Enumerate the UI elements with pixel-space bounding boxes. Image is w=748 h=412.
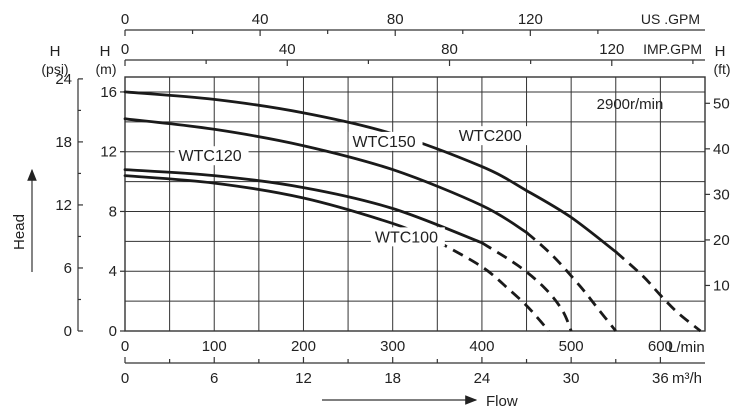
x-lmin-tick-label: 500 <box>559 338 584 355</box>
axes: 0481216H(m)06121824H(psi)Head1020304050H… <box>11 11 731 410</box>
x-usgpm-tick-label: 120 <box>518 11 543 28</box>
x-m3h-tick-label: 24 <box>474 370 491 387</box>
x-m3h-tick-label: 6 <box>210 370 218 387</box>
x-m3h-tick-label: 12 <box>295 370 312 387</box>
y-ft-tick-label: 40 <box>713 141 730 158</box>
y-ft-tick-label: 30 <box>713 186 730 203</box>
label-bg-wtc120 <box>174 146 249 166</box>
x-axis-label: Flow <box>486 393 518 410</box>
label-wtc100: WTC100 <box>375 229 438 246</box>
x-m3h-tick-label: 36 <box>652 370 669 387</box>
label-bg-wtc150 <box>348 131 423 151</box>
y-psi-tick-label: 0 <box>64 323 72 340</box>
label-bg-wtc200 <box>454 126 529 146</box>
x-m3h-tick-label: 18 <box>384 370 401 387</box>
curve-labels: WTC200 WTC150 WTC120 WTC100 <box>174 126 529 247</box>
grid-lines <box>125 77 705 331</box>
curve-wtc150-solid <box>123 117 528 234</box>
x-impgpm-tick-label: 40 <box>279 41 296 58</box>
label-wtc150: WTC150 <box>353 134 416 151</box>
plot-frame <box>124 76 706 332</box>
y-ft-tick-label: 20 <box>713 232 730 249</box>
curve-wtc100-dashed <box>436 240 550 332</box>
label-wtc200: WTC200 <box>459 128 522 145</box>
x-impgpm-tick-label: 80 <box>441 41 458 58</box>
x-impgpm-tick-label: 0 <box>121 41 129 58</box>
x-lmin-tick-label: 400 <box>469 338 494 355</box>
curve-wtc150-dashed <box>525 231 617 332</box>
curve-wtc100-solid <box>123 174 439 243</box>
y-m-tick-label: 0 <box>109 323 117 340</box>
x-lmin-tick-label: 0 <box>121 338 129 355</box>
y-ft-axis-unit: (ft) <box>713 61 730 77</box>
label-bg-wtc100 <box>370 227 445 247</box>
y-ft-tick-label: 50 <box>713 95 730 112</box>
x-m3h-tick-label: 0 <box>121 370 129 387</box>
x-usgpm-tick-label: 80 <box>387 11 404 28</box>
x-usgpm-tick-label: 0 <box>121 11 129 28</box>
x-lmin-tick-label: 300 <box>380 338 405 355</box>
x-lmin-tick-label: 100 <box>202 338 227 355</box>
y-m-tick-label: 16 <box>100 84 117 101</box>
curve-wtc200-solid <box>123 90 618 254</box>
curve-wtc200-dashed <box>614 250 702 333</box>
y-ft-tick-label: 10 <box>713 277 730 294</box>
y-psi-tick-label: 12 <box>55 197 72 214</box>
x-impgpm-unit: IMP.GPM <box>643 41 702 57</box>
y-psi-tick-label: 18 <box>55 134 72 151</box>
y-psi-tick-label: 6 <box>64 260 72 277</box>
y-m-axis-unit: (m) <box>96 61 117 77</box>
y-m-tick-label: 4 <box>109 263 117 280</box>
y-psi-axis-title: H <box>50 43 61 60</box>
x-lmin-tick-label: 600 <box>648 338 673 355</box>
x-m3h-tick-label: 30 <box>563 370 580 387</box>
y-psi-tick-label: 24 <box>55 71 72 88</box>
x-impgpm-tick-label: 120 <box>599 41 624 58</box>
y-psi-axis-unit: (psi) <box>41 61 68 77</box>
curve-wtc120-solid <box>123 168 484 245</box>
y-m-tick-label: 12 <box>100 144 117 161</box>
y-m-axis-title: H <box>100 43 111 60</box>
speed-annotation: 2900r/min <box>597 96 664 113</box>
label-wtc120: WTC120 <box>179 148 242 165</box>
curve-wtc120-dashed <box>481 241 573 332</box>
y-axis-label: Head <box>11 214 28 250</box>
y-ft-axis-title: H <box>715 43 726 60</box>
plot-border <box>124 76 706 332</box>
x-usgpm-tick-label: 40 <box>252 11 269 28</box>
x-usgpm-unit: US .GPM <box>641 11 700 27</box>
y-m-tick-label: 8 <box>109 203 117 220</box>
x-lmin-unit: L/min <box>668 339 705 356</box>
x-m3h-unit: m³/h <box>672 370 702 387</box>
x-lmin-tick-label: 200 <box>291 338 316 355</box>
